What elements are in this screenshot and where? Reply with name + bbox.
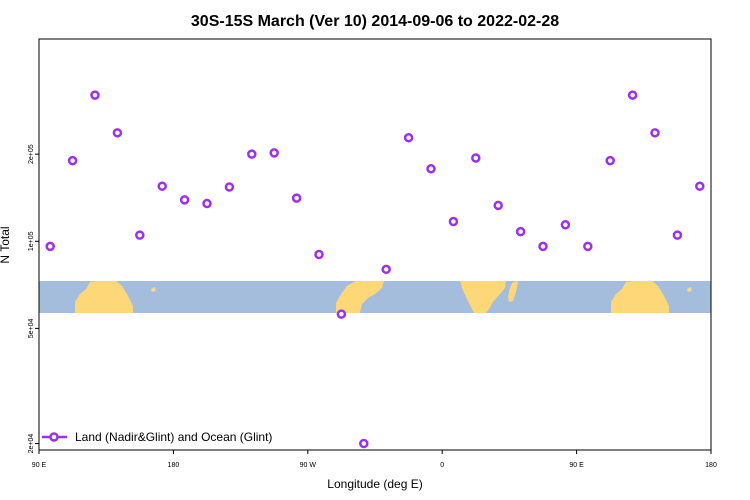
x-tick-label: 90 W (300, 462, 317, 469)
map-land-island-1 (151, 287, 156, 292)
data-point (650, 128, 660, 138)
data-point (583, 241, 593, 252)
data-point (112, 128, 123, 138)
legend-marker (49, 432, 59, 442)
data-point (135, 230, 145, 240)
data-point (314, 249, 324, 260)
data-points (45, 90, 705, 449)
map-land-madagascar (508, 281, 518, 302)
y-axis-label: N Total (0, 226, 12, 263)
map-land-south-america (336, 281, 384, 313)
data-point (157, 181, 167, 191)
data-point (202, 198, 212, 209)
x-tick-label: 90 E (32, 462, 47, 469)
x-tick-label: 180 (705, 462, 717, 469)
data-point (359, 438, 369, 449)
y-tick-label: 5e+04 (28, 318, 35, 338)
legend-label: Land (Nadir&Glint) and Ocean (Glint) (75, 430, 272, 444)
x-tick-label: 90 E (569, 462, 584, 469)
data-point (336, 309, 347, 319)
data-point (291, 193, 302, 203)
data-point (247, 149, 257, 159)
data-point (426, 164, 436, 174)
data-point (538, 241, 548, 252)
x-axis: 90 E 180 90 W 0 90 E 180 (32, 450, 717, 469)
data-point (627, 90, 638, 100)
data-point (493, 200, 503, 211)
x-axis-label: Longitude (deg E) (327, 477, 422, 491)
y-axis: 2e+04 5e+04 1e+05 2e+05 (28, 144, 39, 453)
map-land-australia-repeat (611, 281, 669, 313)
data-point (403, 132, 414, 143)
data-point (471, 153, 481, 163)
data-point (179, 195, 190, 205)
data-point (515, 226, 526, 237)
legend: Land (Nadir&Glint) and Ocean (Glint) (42, 430, 272, 444)
y-tick-label: 2e+05 (28, 144, 35, 164)
data-point (67, 155, 78, 166)
y-tick-label: 2e+04 (28, 434, 35, 454)
data-point (605, 155, 615, 166)
y-tick-label: 1e+05 (28, 231, 35, 251)
x-tick-label: 0 (440, 462, 444, 469)
data-point (381, 264, 391, 275)
plot-frame (38, 38, 712, 451)
data-point (672, 230, 683, 240)
data-point (90, 90, 100, 100)
data-point (560, 220, 571, 230)
map-land-island-2 (687, 287, 692, 292)
x-tick-label: 180 (168, 462, 180, 469)
data-point (695, 181, 705, 191)
data-point (224, 182, 235, 192)
map-land-africa (460, 281, 506, 313)
chart-title: 30S-15S March (Ver 10) 2014-09-06 to 202… (191, 13, 559, 30)
data-point (448, 216, 459, 227)
data-point (269, 148, 279, 158)
map-strip (39, 281, 711, 313)
map-land-australia (75, 281, 133, 313)
data-point (45, 241, 55, 252)
